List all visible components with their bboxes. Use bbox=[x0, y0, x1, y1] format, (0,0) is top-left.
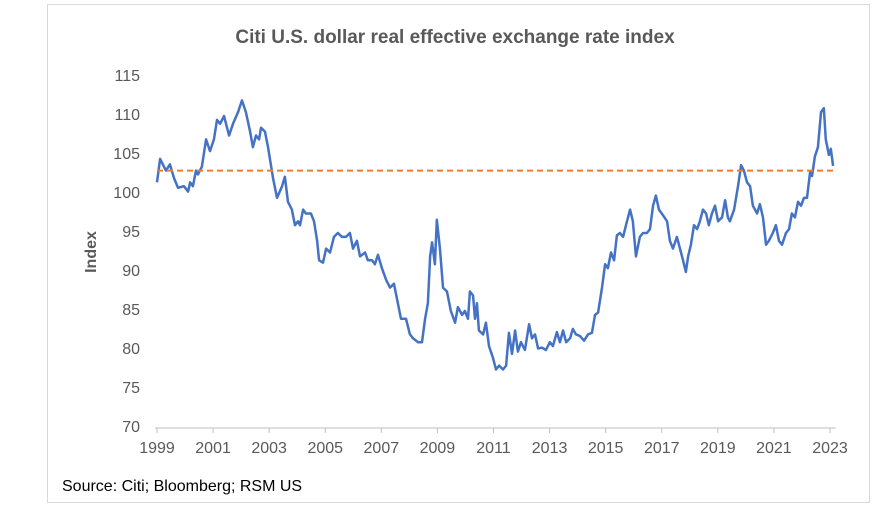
x-tick-label: 2003 bbox=[251, 440, 287, 457]
x-tick-label: 1999 bbox=[139, 440, 175, 457]
x-tick-label: 2001 bbox=[195, 440, 231, 457]
chart-title: Citi U.S. dollar real effective exchange… bbox=[235, 27, 675, 48]
x-tick-label: 2017 bbox=[644, 440, 680, 457]
x-tick-label: 2021 bbox=[756, 440, 792, 457]
y-tick-label: 90 bbox=[122, 263, 140, 280]
y-tick-label: 85 bbox=[122, 302, 140, 319]
y-axis-label: Index bbox=[83, 231, 100, 273]
y-tick-label: 80 bbox=[122, 341, 140, 358]
y-tick-label: 70 bbox=[122, 419, 140, 436]
x-tick-label: 2013 bbox=[532, 440, 568, 457]
y-tick-label: 110 bbox=[114, 107, 140, 124]
index-line bbox=[155, 99, 835, 371]
y-tick-label: 100 bbox=[113, 185, 140, 202]
x-tick-label: 2005 bbox=[307, 440, 343, 457]
chart-frame bbox=[47, 4, 870, 503]
x-tick-label: 2011 bbox=[476, 440, 511, 457]
y-tick-label: 105 bbox=[113, 146, 140, 163]
y-tick-label: 115 bbox=[114, 68, 140, 85]
x-tick-label: 2009 bbox=[420, 440, 456, 457]
y-tick-label: 75 bbox=[122, 380, 140, 397]
source-note: Source: Citi; Bloomberg; RSM US bbox=[62, 478, 302, 495]
x-tick-label: 2007 bbox=[364, 440, 400, 457]
x-tick-label: 2015 bbox=[588, 440, 624, 457]
y-tick-label: 95 bbox=[122, 224, 140, 241]
x-tick-label: 2023 bbox=[812, 440, 848, 457]
x-tick-label: 2019 bbox=[700, 440, 736, 457]
